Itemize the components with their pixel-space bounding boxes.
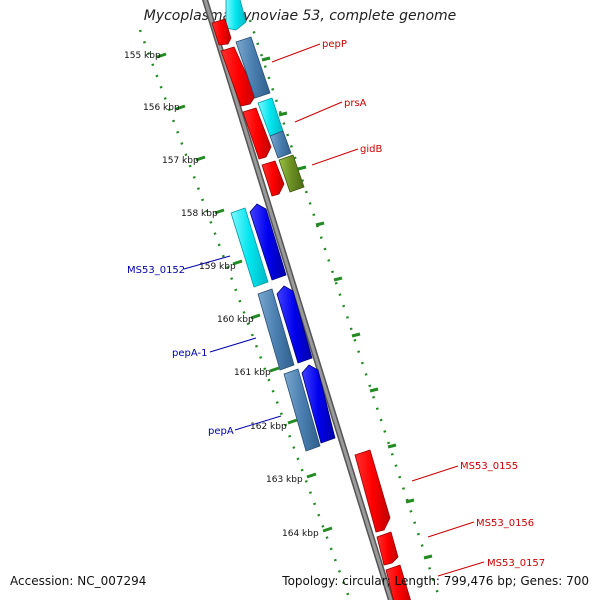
gene-red-3[interactable]: [242, 107, 272, 160]
tick-label-160: 160 kbp: [217, 315, 254, 325]
ruler-labels: 155 kbp 156 kbp 157 kbp 158 kbp 159 kbp …: [124, 51, 319, 539]
label-leaders: [183, 43, 485, 577]
gene-steel-pepA-1[interactable]: [257, 288, 295, 371]
tick-label-163: 163 kbp: [266, 475, 303, 485]
gene-blue-0152[interactable]: [249, 203, 287, 281]
gene-cyan-0152[interactable]: [230, 207, 269, 288]
gene-label-pepA-1[interactable]: pepA-1: [172, 348, 207, 359]
tick-label-158: 158 kbp: [181, 209, 218, 219]
gene-steel-pepP[interactable]: [235, 36, 271, 99]
tick-label-162: 162 kbp: [250, 422, 287, 432]
gene-label-MS53_0157[interactable]: MS53_0157: [487, 558, 545, 569]
reverse-genes: [230, 203, 336, 452]
tick-label-164: 164 kbp: [282, 529, 319, 539]
ruler-ticks: [156, 52, 333, 533]
tick-label-161: 161 kbp: [234, 368, 271, 378]
gene-label-MS53_0156[interactable]: MS53_0156: [476, 518, 534, 529]
gene-label-MS53_0155[interactable]: MS53_0155: [460, 461, 518, 472]
outer-track-ticks: [261, 56, 433, 560]
gene-red-1[interactable]: [211, 18, 232, 46]
gene-red-0157[interactable]: [385, 564, 412, 600]
tick-label-156: 156 kbp: [143, 103, 180, 113]
gene-label-pepA[interactable]: pepA: [208, 426, 234, 437]
gene-cyan-top[interactable]: [225, 0, 247, 31]
genome-backbone: [201, 0, 395, 600]
genome-summary-text: Topology: circular; Length: 799,476 bp; …: [282, 574, 589, 588]
gene-steel-prsA[interactable]: [269, 130, 292, 159]
gene-red-4[interactable]: [261, 160, 285, 197]
gene-label-pepP[interactable]: pepP: [322, 39, 347, 50]
forward-genes: [211, 0, 412, 600]
gene-red-2[interactable]: [220, 46, 257, 107]
gene-blue-pepA-1[interactable]: [276, 285, 313, 364]
accession-text: Accession: NC_007294: [10, 574, 147, 588]
gene-labels: pepP prsA gidB MS53_0152 pepA-1 pepA MS5…: [127, 39, 545, 569]
gene-label-MS53_0152[interactable]: MS53_0152: [127, 265, 185, 276]
gene-olive-gidB[interactable]: [278, 154, 305, 193]
gene-blue-pepA[interactable]: [301, 364, 336, 444]
tick-label-159: 159 kbp: [199, 262, 236, 272]
tick-label-157: 157 kbp: [162, 156, 199, 166]
gene-label-gidB[interactable]: gidB: [360, 144, 382, 155]
gene-label-prsA[interactable]: prsA: [344, 98, 367, 109]
gene-red-0155[interactable]: [354, 449, 391, 533]
tick-label-155: 155 kbp: [124, 51, 161, 61]
gene-red-0156[interactable]: [376, 531, 399, 566]
gene-steel-pepA[interactable]: [283, 368, 321, 452]
